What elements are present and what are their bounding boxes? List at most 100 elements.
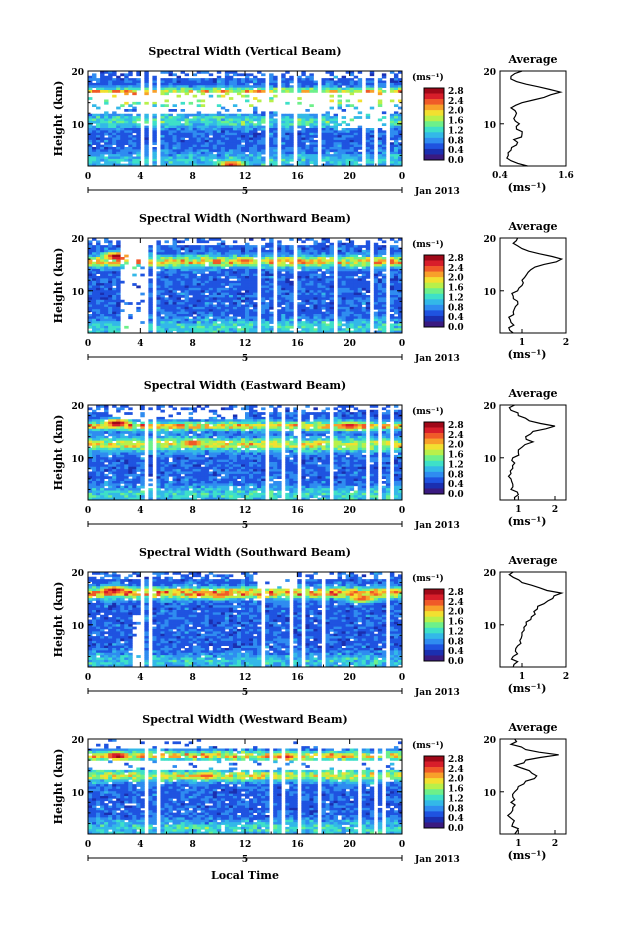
heatmap-cell <box>200 132 206 136</box>
heatmap-cell <box>176 249 181 253</box>
heatmap-cell <box>285 306 290 310</box>
heatmap-cell <box>232 268 238 272</box>
heatmap-cell <box>188 118 194 122</box>
heatmap-cell <box>240 137 246 141</box>
heatmap-cell <box>285 245 290 248</box>
heatmap-cell <box>325 412 330 415</box>
heatmap-cell <box>261 147 266 150</box>
heatmap-cell <box>124 421 129 425</box>
heatmap-cell <box>329 85 334 89</box>
heatmap-cell <box>341 147 347 150</box>
heatmap-cell <box>112 290 117 294</box>
heatmap-cell <box>168 314 173 317</box>
heatmap-cell <box>192 149 198 153</box>
heatmap-cell <box>92 128 97 131</box>
heatmap-cell <box>228 297 234 301</box>
heatmap-cell <box>305 113 310 117</box>
heatmap-cell <box>192 407 198 411</box>
heatmap-cell <box>92 292 97 296</box>
heatmap-cell <box>108 161 113 165</box>
heatmap-cell <box>301 330 306 334</box>
heatmap-cell <box>381 414 387 418</box>
heatmap-cell <box>200 139 206 143</box>
heatmap-cell <box>301 144 306 148</box>
heatmap-cell <box>337 273 343 277</box>
heatmap-cell <box>385 409 391 413</box>
heatmap-cell <box>333 158 338 162</box>
heatmap-cell <box>180 309 186 313</box>
colorbar-tick-label: 2.0 <box>448 107 464 117</box>
heatmap-cell <box>281 257 286 260</box>
x-tick-label: 20 <box>343 172 356 182</box>
heatmap-cell <box>281 245 286 248</box>
heatmap-cell <box>261 271 266 275</box>
heatmap-cell <box>253 328 258 332</box>
heatmap-cell <box>232 254 238 258</box>
heatmap-cell <box>200 328 206 332</box>
heatmap-cell <box>140 421 145 425</box>
heatmap-cell <box>188 163 194 167</box>
heatmap-cell <box>184 125 190 129</box>
heatmap-cell <box>204 156 210 160</box>
heatmap-cell <box>240 318 246 322</box>
heatmap-cell <box>108 297 113 301</box>
heatmap-cell <box>172 242 177 246</box>
heatmap-cell <box>301 283 306 286</box>
heatmap-cell <box>100 414 105 418</box>
heatmap-cell <box>104 147 109 150</box>
heatmap-cell <box>236 247 242 251</box>
heatmap-cell <box>353 306 359 310</box>
heatmap-cell <box>116 75 121 79</box>
heatmap-cell <box>224 309 230 313</box>
heatmap-cell <box>208 238 214 241</box>
heatmap-cell <box>325 137 330 141</box>
heatmap-cell <box>353 135 359 138</box>
heatmap-cell <box>232 130 238 134</box>
heatmap-cell <box>249 304 254 308</box>
heatmap-cell <box>204 318 210 322</box>
heatmap-cell <box>297 259 302 263</box>
heatmap-cell <box>301 266 306 270</box>
heatmap-cell <box>220 94 226 98</box>
heatmap-cell <box>200 92 206 96</box>
heatmap-cell <box>240 311 246 315</box>
heatmap-cell <box>148 249 153 253</box>
heatmap-cell <box>156 273 161 277</box>
heatmap-cell <box>373 304 379 308</box>
heatmap-cell <box>381 328 387 332</box>
heatmap-cell <box>297 135 302 138</box>
heatmap-cell <box>216 424 222 427</box>
heatmap-cell <box>289 249 294 253</box>
heatmap-cell <box>341 130 347 134</box>
heatmap-cell <box>188 156 194 160</box>
heatmap-cell <box>232 128 238 131</box>
heatmap-cell <box>168 71 173 74</box>
heatmap-cell <box>393 299 399 303</box>
heatmap-cell <box>281 135 286 138</box>
heatmap-cell <box>188 254 194 258</box>
heatmap-cell <box>88 283 93 286</box>
heatmap-cell <box>92 151 97 155</box>
heatmap-cell <box>120 144 125 148</box>
heatmap-cell <box>305 144 310 148</box>
heatmap-cell <box>88 280 93 284</box>
heatmap-cell <box>357 135 363 138</box>
heatmap-cell <box>112 161 117 165</box>
heatmap-cell <box>265 314 270 317</box>
heatmap-cell <box>245 292 250 296</box>
heatmap-cell <box>236 297 242 301</box>
heatmap-cell <box>108 247 113 251</box>
heatmap-cell <box>269 242 274 246</box>
heatmap-cell <box>240 257 246 260</box>
heatmap-cell <box>240 292 246 296</box>
heatmap-cell <box>321 328 326 332</box>
heatmap-cell <box>148 424 153 427</box>
heatmap-cell <box>273 75 278 79</box>
heatmap-cell <box>240 163 246 167</box>
heatmap-cell <box>349 299 355 303</box>
heatmap-cell <box>321 314 326 317</box>
heatmap-cell <box>273 120 278 124</box>
heatmap-cell <box>88 309 93 313</box>
heatmap-cell <box>100 85 105 89</box>
